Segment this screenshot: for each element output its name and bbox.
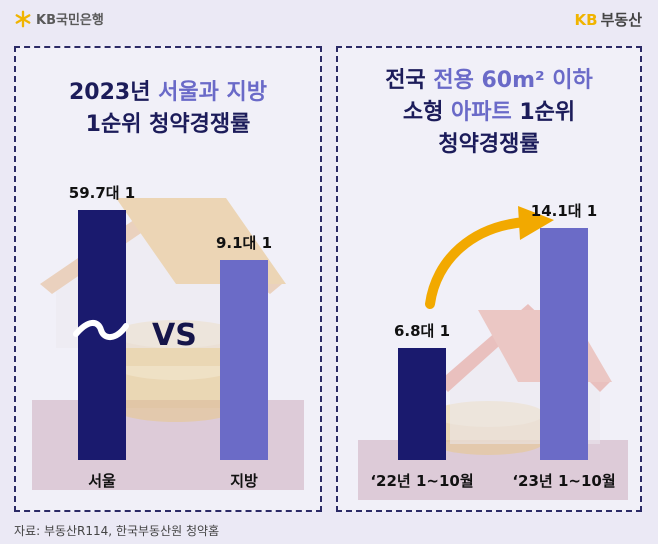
kb-star-icon <box>15 10 31 27</box>
left-title-accent: 서울과 지방 <box>158 80 267 105</box>
value-label-0-0: 59.7대 1 <box>68 184 136 202</box>
axis-break-icon <box>73 320 129 340</box>
value-label-1-1: 14.1대 1 <box>530 202 598 220</box>
right-title-accent2: 아파트 <box>450 100 512 125</box>
bar-1-1 <box>540 228 588 460</box>
category-label-0-1: 지방 <box>230 472 258 490</box>
right-chart-panel: 전국 전용 60m² 이하 소형 아파트 1순위 청약경쟁률 6.8대 1 ‘22… <box>336 46 642 512</box>
estate-name: 부동산 <box>600 11 642 29</box>
estate-kb: KB <box>574 11 598 29</box>
right-title-line1: 전국 전용 60m² 이하 <box>338 66 640 96</box>
kb-estate-logo: KB 부동산 <box>575 9 642 30</box>
source-note: 자료: 부동산R114, 한국부동산원 청약홈 <box>14 524 220 538</box>
bar-0-1 <box>220 260 268 460</box>
category-label-0-0: 서울 <box>88 472 116 490</box>
value-label-1-0: 6.8대 1 <box>393 322 451 340</box>
category-label-1-1: ‘23년 1~10월 <box>512 472 616 490</box>
right-title-line2: 소형 아파트 1순위 <box>338 98 640 128</box>
left-title-plain: 2023년 <box>68 80 159 105</box>
left-title-line1: 2023년 서울과 지방 <box>16 78 320 108</box>
header: KB국민은행 KB 부동산 <box>0 0 658 40</box>
bar-1-0 <box>398 348 446 460</box>
right-title-rest2: 1순위 <box>511 100 576 125</box>
left-chart-panel: 2023년 서울과 지방 1순위 청약경쟁률 59.7대 1 서울 9.1대 1 지방… <box>14 46 322 512</box>
value-label-0-1: 9.1대 1 <box>215 234 273 252</box>
right-title-plain: 전국 <box>385 68 434 93</box>
bank-name: KB국민은행 <box>36 13 104 28</box>
right-title-line3: 청약경쟁률 <box>438 132 540 157</box>
category-label-1-0: ‘22년 1~10월 <box>370 472 474 490</box>
right-title-accent: 전용 60m² 이하 <box>433 68 593 93</box>
kb-bank-logo: KB국민은행 <box>14 9 104 28</box>
left-title-line2: 1순위 청약경쟁률 <box>85 112 251 137</box>
rising-arrow-icon <box>425 206 554 309</box>
vs-text: VS <box>152 318 197 353</box>
right-title-plain2: 소형 <box>402 100 451 125</box>
